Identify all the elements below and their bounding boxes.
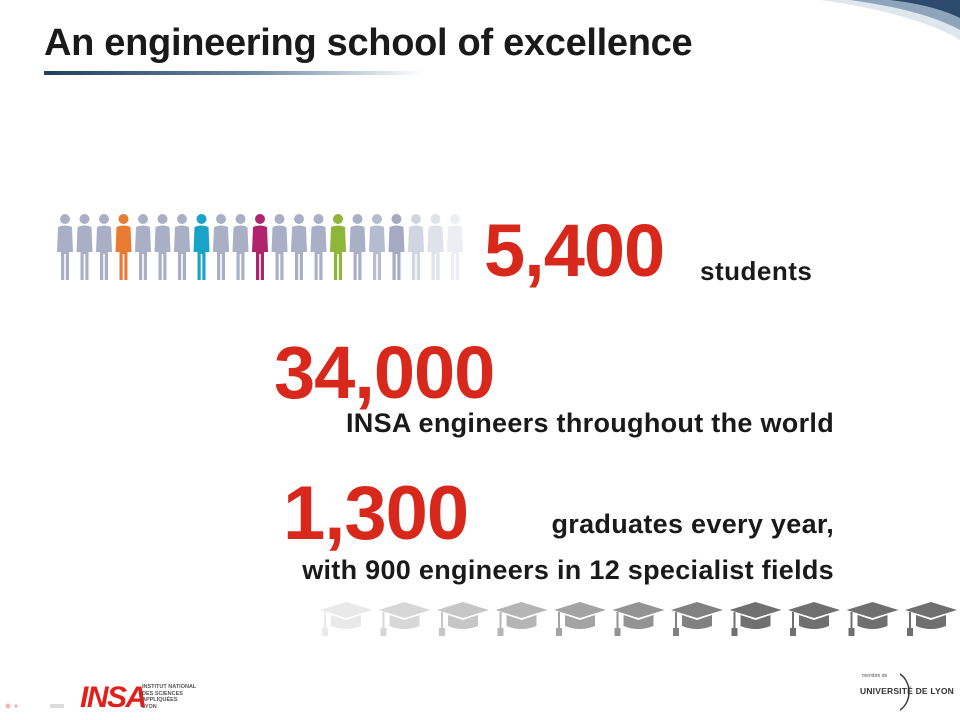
graduation-cap-icon xyxy=(554,602,606,636)
udl-member-label: membre de xyxy=(862,673,888,679)
person-figure xyxy=(271,214,288,280)
person-figure xyxy=(310,214,327,280)
person-figure xyxy=(57,214,73,280)
person-figure xyxy=(213,214,229,280)
graduation-cap-icon xyxy=(671,602,723,636)
person-figure xyxy=(330,214,346,280)
students-figures-illustration xyxy=(57,214,463,280)
person-figure xyxy=(408,214,424,280)
stat-graduates-caption: graduates every year, xyxy=(551,509,834,539)
person-figure xyxy=(135,214,151,280)
graduation-cap-icon xyxy=(378,602,431,636)
person-figure xyxy=(369,214,385,280)
person-figure xyxy=(174,214,190,280)
universite-de-lyon-logo: UNIVERSITÉ DE LYON xyxy=(860,686,954,696)
insa-logo-subtitle: INSTITUT NATIONAL DES SCIENCES APPLIQUÉE… xyxy=(142,684,202,710)
title-underline xyxy=(44,71,424,75)
person-figure xyxy=(96,214,112,280)
insa-subtitle-line: LYON xyxy=(142,703,157,710)
person-figure xyxy=(447,214,463,280)
person-figure xyxy=(349,214,366,280)
graduation-cap-icon xyxy=(320,602,372,636)
graduation-cap-icon xyxy=(788,602,840,636)
person-figure xyxy=(232,214,249,280)
udl-logo-arc-icon xyxy=(899,673,910,711)
stat-alumni-caption: INSA engineers throughout the world xyxy=(346,408,834,438)
person-figure xyxy=(193,214,210,280)
page-title: An engineering school of excellence xyxy=(44,22,693,64)
person-figure xyxy=(154,214,171,280)
footer-decoration xyxy=(5,703,64,709)
person-figure xyxy=(427,214,444,280)
insa-subtitle-line: APPLIQUÉES xyxy=(142,697,178,703)
graduation-cap-icon xyxy=(846,602,899,636)
stat-students-number: 5,400 xyxy=(484,209,665,292)
stat-graduates-subcaption: with 900 engineers in 12 specialist fiel… xyxy=(302,555,834,585)
stat-alumni-number: 34,000 xyxy=(274,331,495,414)
person-figure xyxy=(252,214,268,280)
graduation-cap-icon xyxy=(612,602,665,636)
insa-subtitle-line: INSTITUT NATIONAL xyxy=(142,684,197,690)
stat-students-caption: students xyxy=(700,256,813,286)
graduation-cap-icon xyxy=(905,602,957,636)
graduation-caps-illustration xyxy=(320,602,957,636)
person-figure xyxy=(291,214,307,280)
person-figure xyxy=(76,214,93,280)
stat-graduates-number: 1,300 xyxy=(283,471,469,556)
person-figure xyxy=(388,214,405,280)
corner-swoosh-decoration xyxy=(820,0,960,40)
graduation-cap-icon xyxy=(495,602,548,636)
person-figure xyxy=(115,214,132,280)
insa-subtitle-line: DES SCIENCES xyxy=(142,690,183,697)
graduation-cap-icon xyxy=(729,602,782,636)
insa-logo: INSA xyxy=(80,681,147,714)
graduation-cap-icon xyxy=(437,602,489,636)
